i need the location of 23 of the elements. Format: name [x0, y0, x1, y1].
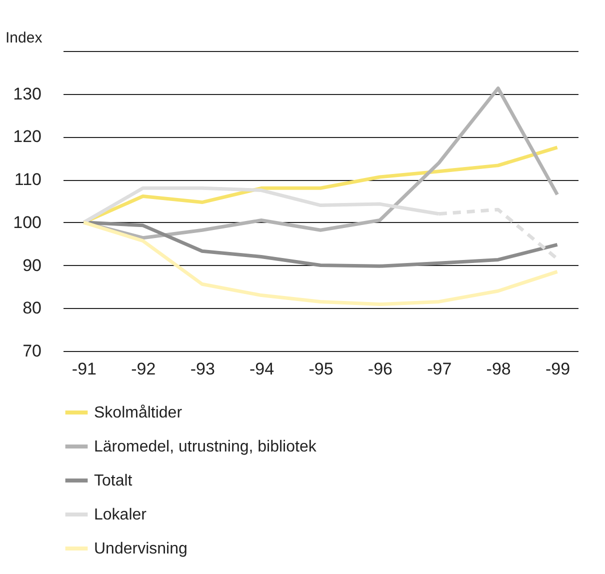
x-tick-label: -97 [427, 360, 452, 378]
y-tick-label: 100 [13, 212, 42, 232]
x-tick-label: -99 [545, 360, 570, 378]
y-tick-label: 70 [22, 342, 42, 360]
x-tick-label: -95 [308, 360, 334, 378]
legend-label: Läromedel, utrustning, bibliotek [94, 438, 318, 456]
line-series [82, 220, 560, 306]
x-tick-label: -92 [131, 360, 156, 378]
y-tick-label: 80 [22, 298, 42, 318]
x-tick-label: -93 [190, 360, 215, 378]
x-tick-label: -96 [368, 360, 392, 378]
x-tick-label: -98 [486, 360, 511, 378]
legend-label: Undervisning [94, 540, 188, 558]
y-tick-label: 130 [13, 84, 42, 104]
legend-label: Skolmåltider [94, 404, 183, 422]
y-tick-label: 90 [22, 256, 42, 275]
y-axis-title: Index [6, 30, 43, 46]
y-tick-label: 110 [14, 170, 42, 190]
x-tick-label: -94 [250, 360, 274, 378]
y-tick-label: 120 [13, 127, 42, 146]
legend-label: Lokaler [94, 506, 148, 524]
legend-label: Totalt [94, 472, 133, 490]
x-tick-label: -91 [72, 360, 97, 378]
